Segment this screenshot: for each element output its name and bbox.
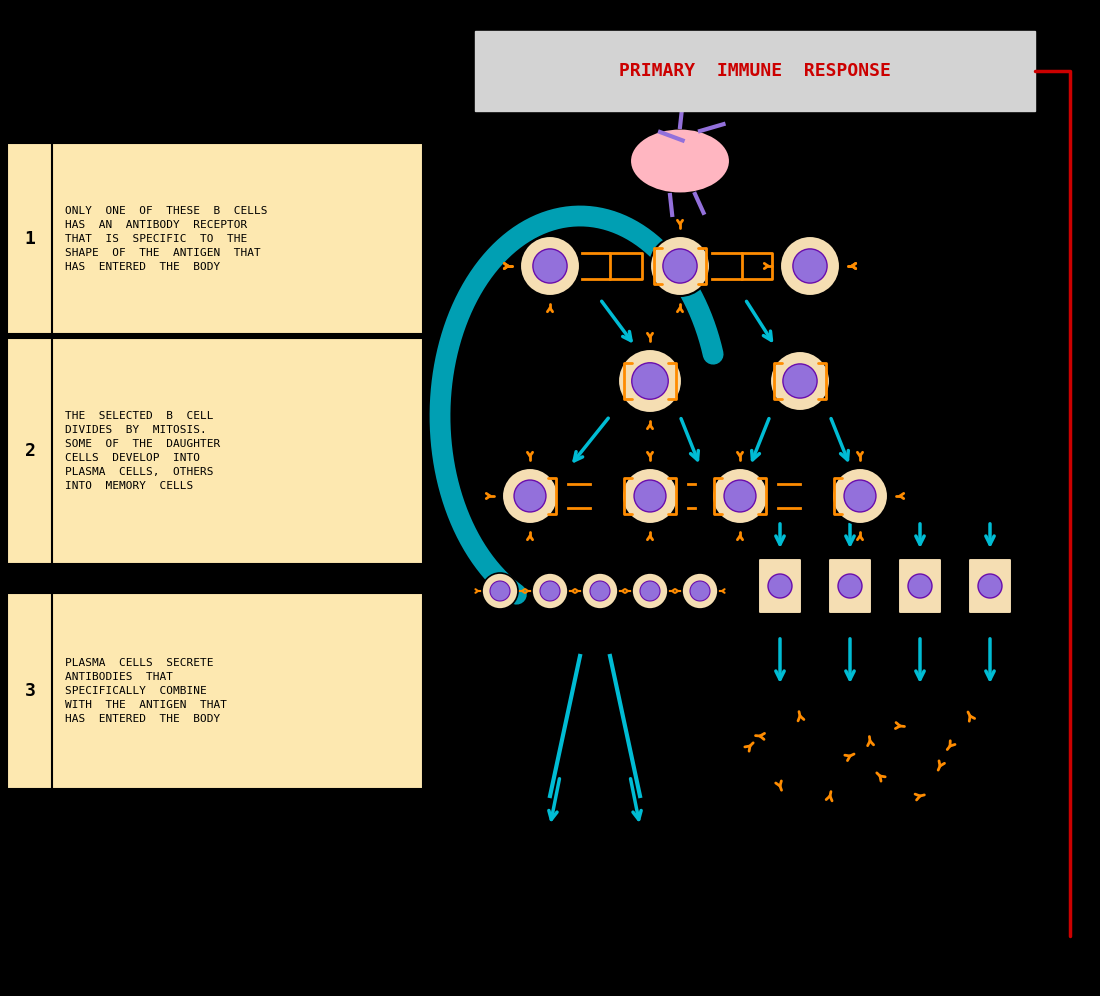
Text: 1: 1 (24, 229, 35, 247)
Circle shape (514, 480, 546, 512)
FancyBboxPatch shape (7, 143, 53, 334)
Text: PRIMARY  IMMUNE  RESPONSE: PRIMARY IMMUNE RESPONSE (619, 62, 891, 80)
Text: THE  SELECTED  B  CELL
DIVIDES  BY  MITOSIS.
SOME  OF  THE  DAUGHTER
CELLS  DEVE: THE SELECTED B CELL DIVIDES BY MITOSIS. … (65, 411, 220, 491)
Text: MEMORY  CELLS: MEMORY CELLS (546, 634, 654, 648)
Circle shape (618, 349, 682, 413)
FancyBboxPatch shape (7, 338, 53, 564)
FancyBboxPatch shape (758, 558, 802, 614)
Circle shape (632, 573, 668, 609)
Circle shape (590, 581, 610, 601)
FancyBboxPatch shape (828, 558, 872, 614)
Circle shape (532, 573, 568, 609)
Circle shape (768, 574, 792, 598)
FancyBboxPatch shape (52, 143, 424, 334)
Text: PLASMA  CELLS  SECRETE
ANTIBODIES  THAT
SPECIFICALLY  COMBINE
WITH  THE  ANTIGEN: PLASMA CELLS SECRETE ANTIBODIES THAT SPE… (65, 658, 227, 724)
Text: PLASMA  CELLS: PLASMA CELLS (830, 634, 939, 648)
Circle shape (780, 236, 840, 296)
Circle shape (634, 480, 665, 512)
FancyBboxPatch shape (7, 593, 53, 789)
Circle shape (783, 364, 817, 398)
Circle shape (582, 573, 618, 609)
FancyBboxPatch shape (52, 338, 424, 564)
Circle shape (908, 574, 932, 598)
Circle shape (631, 363, 668, 399)
Circle shape (690, 581, 710, 601)
FancyBboxPatch shape (968, 558, 1012, 614)
Circle shape (532, 249, 568, 283)
Circle shape (640, 581, 660, 601)
FancyBboxPatch shape (475, 31, 1035, 111)
Text: 3: 3 (24, 682, 35, 700)
Circle shape (682, 573, 718, 609)
Circle shape (490, 581, 510, 601)
Text: 2: 2 (24, 442, 35, 460)
Text: ONLY  ONE  OF  THESE  B  CELLS
HAS  AN  ANTIBODY  RECEPTOR
THAT  IS  SPECIFIC  T: ONLY ONE OF THESE B CELLS HAS AN ANTIBOD… (65, 205, 267, 272)
Circle shape (793, 249, 827, 283)
Circle shape (540, 581, 560, 601)
Circle shape (978, 574, 1002, 598)
Circle shape (770, 351, 830, 411)
Circle shape (724, 480, 756, 512)
FancyBboxPatch shape (52, 593, 424, 789)
Circle shape (482, 573, 518, 609)
Circle shape (712, 468, 768, 524)
Circle shape (838, 574, 862, 598)
Circle shape (844, 480, 876, 512)
Circle shape (520, 236, 580, 296)
Circle shape (650, 236, 710, 296)
Circle shape (832, 468, 888, 524)
Circle shape (621, 468, 678, 524)
Circle shape (502, 468, 558, 524)
Text: ANTIBODIES: ANTIBODIES (843, 834, 927, 848)
FancyBboxPatch shape (898, 558, 942, 614)
Ellipse shape (630, 128, 730, 193)
Circle shape (663, 249, 697, 283)
